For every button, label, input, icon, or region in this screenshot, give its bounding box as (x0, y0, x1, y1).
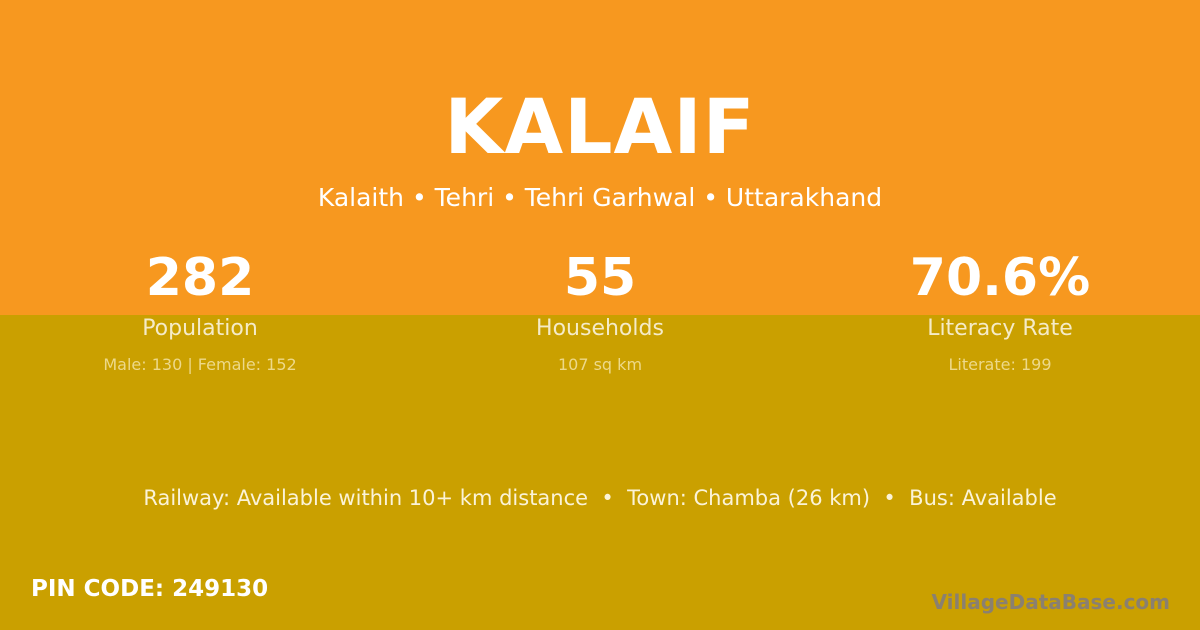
location-breadcrumb: Kalaith • Tehri • Tehri Garhwal • Uttara… (317, 183, 883, 212)
stat-value: 282 (145, 248, 255, 308)
header-band (0, 0, 1200, 315)
village-title: KALAIF (444, 82, 756, 171)
stat-detail: 107 sq km (557, 355, 643, 374)
stat-label: Households (536, 316, 664, 341)
brand-watermark: VillageDataBase.com (931, 590, 1170, 614)
footer-band (0, 315, 1200, 630)
stat-detail: Literate: 199 (948, 355, 1052, 374)
stat-detail: Male: 130 | Female: 152 (103, 355, 297, 374)
pin-code: PIN CODE: 249130 (31, 576, 269, 602)
stat-value: 70.6% (909, 248, 1091, 308)
stat-label: Population (142, 316, 258, 341)
stat-value: 55 (563, 248, 637, 308)
stat-label: Literacy Rate (927, 316, 1073, 341)
accessibility-info: Railway: Available within 10+ km distanc… (143, 486, 1057, 510)
